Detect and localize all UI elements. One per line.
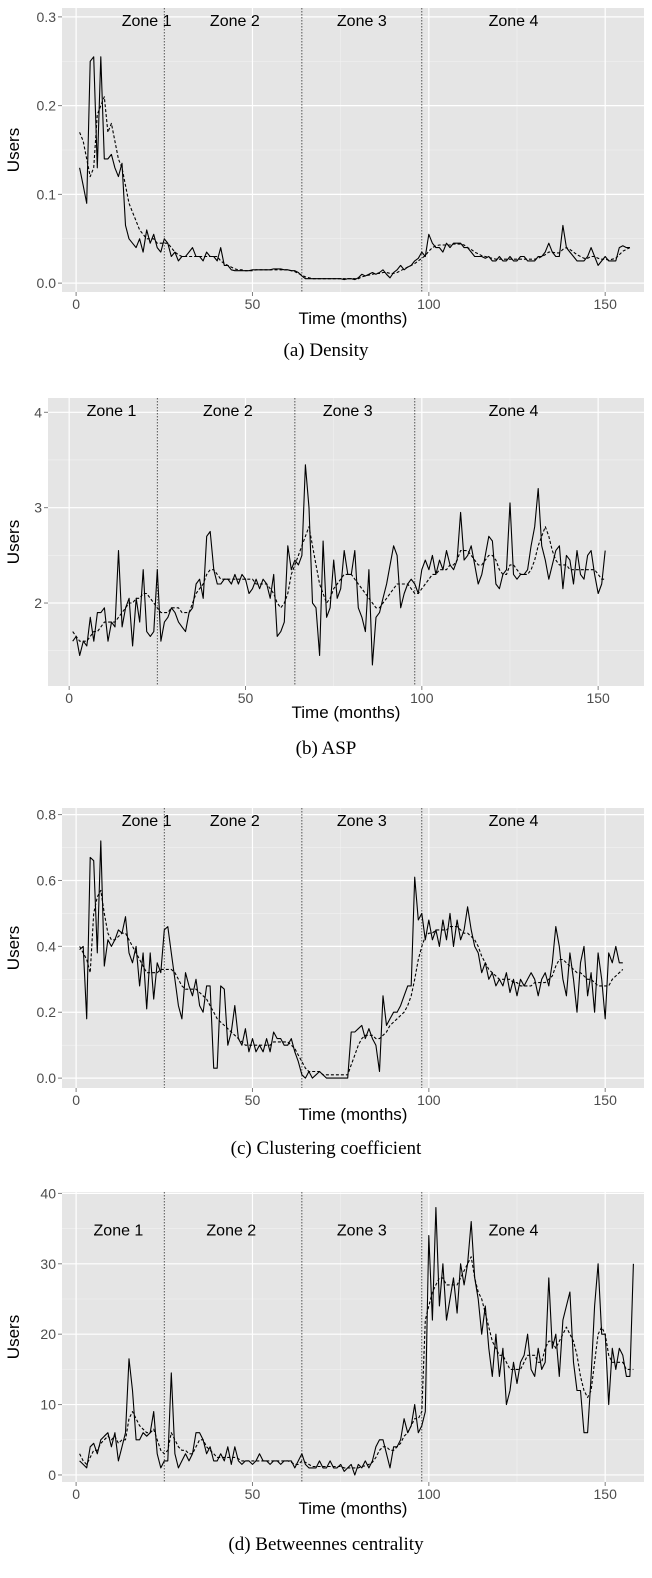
plot-background bbox=[48, 398, 644, 686]
series-line-solid bbox=[79, 56, 630, 281]
zone-label: Zone 3 bbox=[337, 813, 387, 830]
y-axis-label: Users bbox=[4, 128, 23, 172]
betweenness-caption: (d) Betweennes centrality bbox=[228, 1534, 424, 1555]
x-tick-label: 150 bbox=[594, 296, 618, 312]
series-line-dashed bbox=[79, 96, 631, 280]
zone-label: Zone 1 bbox=[122, 813, 172, 830]
y-tick-label: 10 bbox=[40, 1397, 56, 1413]
x-axis-label: Time (months) bbox=[299, 1105, 408, 1124]
y-tick-label: 0.0 bbox=[37, 275, 57, 291]
zone-label: Zone 4 bbox=[489, 13, 539, 30]
zone-label: Zone 4 bbox=[489, 813, 539, 830]
x-tick-label: 150 bbox=[594, 1092, 618, 1108]
panel-betweenness: Zone 1 Zone 2 Zone 3 Zone 4 0 50 100 150 0 10 20 30… bbox=[0, 1182, 652, 1578]
x-tick-label: 0 bbox=[65, 690, 73, 706]
zone-label: Zone 1 bbox=[94, 1223, 144, 1240]
y-tick-label: 2 bbox=[34, 595, 42, 611]
zone-label: Zone 3 bbox=[337, 1223, 387, 1240]
zone-label: Zone 4 bbox=[489, 1223, 539, 1240]
y-tick-label: 30 bbox=[40, 1256, 56, 1272]
asp-caption: (b) ASP bbox=[295, 738, 357, 759]
panel-asp: Zone 1 Zone 2 Zone 3 Zone 4 0 50 100 150 2 3 4 Time… bbox=[0, 390, 652, 780]
y-axis-label: Users bbox=[4, 926, 23, 970]
clustering-chart: Zone 1 Zone 2 Zone 3 Zone 4 0 50 100 150 0.0 0.2 0… bbox=[4, 807, 644, 1124]
zone-label: Zone 2 bbox=[206, 1223, 256, 1240]
asp-chart: Zone 1 Zone 2 Zone 3 Zone 4 0 50 100 150 2 3 4 Time… bbox=[4, 398, 644, 722]
x-tick-label: 0 bbox=[72, 1092, 80, 1108]
x-tick-label: 150 bbox=[586, 690, 610, 706]
series-line-solid bbox=[79, 840, 623, 1079]
series-line-solid bbox=[79, 1206, 634, 1476]
y-tick-label: 0.0 bbox=[37, 1070, 57, 1086]
x-tick-label: 150 bbox=[594, 1486, 618, 1502]
x-tick-label: 0 bbox=[72, 1486, 80, 1502]
x-axis-label: Time (months) bbox=[299, 1499, 408, 1518]
betweenness-chart: Zone 1 Zone 2 Zone 3 Zone 4 0 50 100 150 0 10 20 30… bbox=[4, 1185, 644, 1518]
plot-background bbox=[62, 1192, 644, 1482]
series-line-solid bbox=[72, 464, 606, 666]
density-caption: (a) Density bbox=[283, 340, 369, 361]
zone-label: Zone 3 bbox=[323, 403, 373, 420]
x-tick-label: 100 bbox=[410, 690, 434, 706]
density-chart: Zone 1 Zone 2 Zone 3 Zone 4 0 50 100 150 0.0 0.1 0… bbox=[4, 8, 644, 328]
zone-label: Zone 1 bbox=[87, 403, 137, 420]
panel-clustering: Zone 1 Zone 2 Zone 3 Zone 4 0 50 100 150 0.0 0.2 0… bbox=[0, 790, 652, 1170]
y-tick-label: 0.2 bbox=[37, 1004, 57, 1020]
y-tick-label: 20 bbox=[40, 1326, 56, 1342]
y-tick-label: 0.4 bbox=[37, 938, 57, 954]
x-axis-label: Time (months) bbox=[292, 703, 401, 722]
x-tick-label: 50 bbox=[245, 1092, 261, 1108]
y-tick-label: 0.8 bbox=[37, 807, 57, 823]
y-tick-label: 0.3 bbox=[37, 9, 57, 25]
zone-label: Zone 2 bbox=[210, 813, 260, 830]
series-line-dashed bbox=[79, 889, 624, 1076]
y-tick-label: 40 bbox=[40, 1185, 56, 1201]
zone-label: Zone 1 bbox=[122, 13, 172, 30]
zone-label: Zone 3 bbox=[337, 13, 387, 30]
zone-label: Zone 2 bbox=[210, 13, 260, 30]
y-tick-label: 0.1 bbox=[37, 186, 57, 202]
x-tick-label: 50 bbox=[245, 1486, 261, 1502]
clustering-caption: (c) Clustering coefficient bbox=[230, 1138, 422, 1159]
y-tick-label: 3 bbox=[34, 500, 42, 516]
x-axis-label: Time (months) bbox=[299, 309, 408, 328]
zone-label: Zone 2 bbox=[203, 403, 253, 420]
y-tick-label: 0.6 bbox=[37, 872, 57, 888]
series-line-dashed bbox=[72, 526, 606, 642]
plot-background bbox=[62, 808, 644, 1088]
zone-label: Zone 4 bbox=[489, 403, 539, 420]
y-tick-label: 0 bbox=[48, 1467, 56, 1483]
x-tick-label: 0 bbox=[72, 296, 80, 312]
x-tick-label: 100 bbox=[417, 1486, 441, 1502]
x-tick-label: 50 bbox=[238, 690, 254, 706]
y-tick-label: 4 bbox=[34, 404, 42, 420]
y-tick-label: 0.2 bbox=[37, 98, 57, 114]
y-axis-label: Users bbox=[4, 520, 23, 564]
panel-density: Zone 1 Zone 2 Zone 3 Zone 4 0 50 100 150 0.0 0.1 0… bbox=[0, 0, 652, 380]
x-tick-label: 50 bbox=[245, 296, 261, 312]
x-tick-label: 100 bbox=[417, 1092, 441, 1108]
series-line-dashed bbox=[79, 1256, 634, 1469]
y-axis-label: Users bbox=[4, 1315, 23, 1359]
x-tick-label: 100 bbox=[417, 296, 441, 312]
